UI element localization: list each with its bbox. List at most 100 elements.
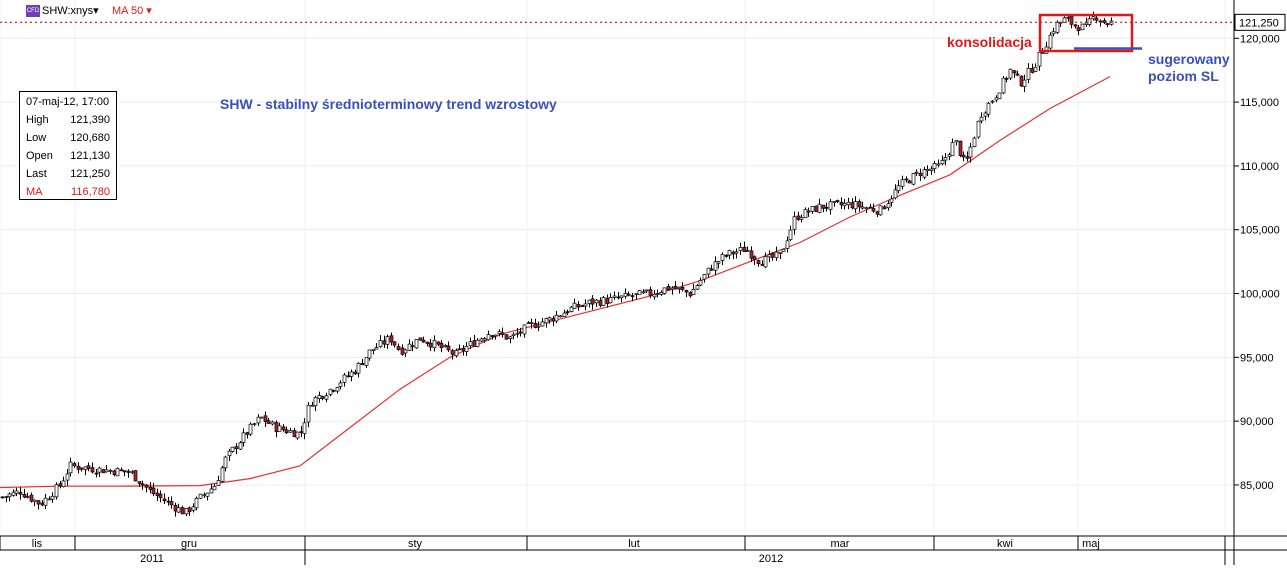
candle-body [853,201,858,210]
candle-body [162,498,167,502]
candle-body [486,334,491,341]
candle-body [7,493,12,498]
candle-body [320,395,325,399]
candle-body [281,426,286,431]
stop-loss-label-line1: sugerowany [1148,51,1230,67]
candle-body [702,274,707,280]
candle-body [727,250,732,256]
candle-body [54,484,59,498]
candle-body [558,315,563,318]
candle-body [1073,24,1078,27]
candle-body [349,371,354,377]
candle-body [493,334,498,337]
candle-body [1033,66,1038,72]
candle-body [407,343,412,351]
candle-body [907,180,912,184]
candle-body [839,202,844,206]
candle-body [644,289,649,292]
candle-body [94,472,99,475]
candle-body [209,488,214,494]
candle-body [378,340,383,347]
candle-body [288,430,293,433]
candle-body [158,493,163,498]
candle-body [587,299,592,304]
last-price-label: 121,250 [1239,17,1279,29]
candle-body [1012,70,1017,74]
candle-body [572,302,577,309]
symbol-selector[interactable]: SHW:xnys▾ [42,5,99,17]
indicator-selector[interactable]: MA 50 ▾ [112,5,152,17]
candle-body [216,480,221,486]
candle-body [310,404,315,407]
candle-body [778,251,783,254]
candle-body [551,318,556,322]
candle-body [353,371,358,375]
candle-body [817,203,822,213]
candle-body [1105,23,1110,25]
candle-body [306,404,311,423]
candle-body [119,469,124,472]
candle-body [338,382,343,387]
candle-body [302,422,307,434]
candle-body [518,331,523,334]
candle-body [925,168,930,171]
candle-body [511,333,516,337]
info-row-ma: MA 116,780 [26,186,110,198]
candle-body [50,495,55,500]
candle-body [1102,20,1107,23]
candle-body [749,250,754,259]
candle-body [767,254,772,258]
candle-body [608,297,613,304]
candle-body [32,499,37,503]
info-row-last: Last 121,250 [26,168,110,180]
candle-body [536,325,541,328]
candle-body [292,430,297,438]
candle-body [868,206,873,209]
candle-body [371,349,376,352]
candle-body [385,336,390,345]
month-label: sty [408,538,423,550]
candle-body [184,507,189,515]
candle-body [169,501,174,506]
candle-body [461,347,466,352]
candle-body [479,338,484,342]
candle-body [220,467,225,482]
candle-body [400,347,405,355]
candle-body [691,288,696,295]
candle-body [191,506,196,511]
candle-body [652,293,657,298]
candle-body [1084,22,1089,25]
y-tick-label: 110,000 [1240,161,1279,173]
candle-body [846,201,851,206]
candle-body [457,348,462,351]
candle-body [1055,21,1060,33]
candle-body [666,286,671,291]
candle-body [918,172,923,176]
month-label: lut [628,538,640,550]
candle-body [47,498,52,501]
candle-body [770,253,775,258]
candle-body [43,497,48,506]
candle-body [1076,27,1081,32]
candle-body [414,339,419,349]
candle-body [65,473,70,481]
candle-body [569,306,574,312]
candle-body [1051,31,1056,35]
candle-body [605,297,610,304]
candle-body [61,480,66,488]
candle-body [940,160,945,165]
candle-body [562,312,567,317]
candle-body [284,429,289,434]
candle-body [875,211,880,215]
candle-body [1040,52,1045,54]
candle-body [194,498,199,509]
candle-body [252,423,257,426]
candle-body [497,331,502,334]
candle-body [533,323,538,328]
candle-body [324,395,329,400]
candle-body [482,338,487,341]
candle-body [403,349,408,354]
